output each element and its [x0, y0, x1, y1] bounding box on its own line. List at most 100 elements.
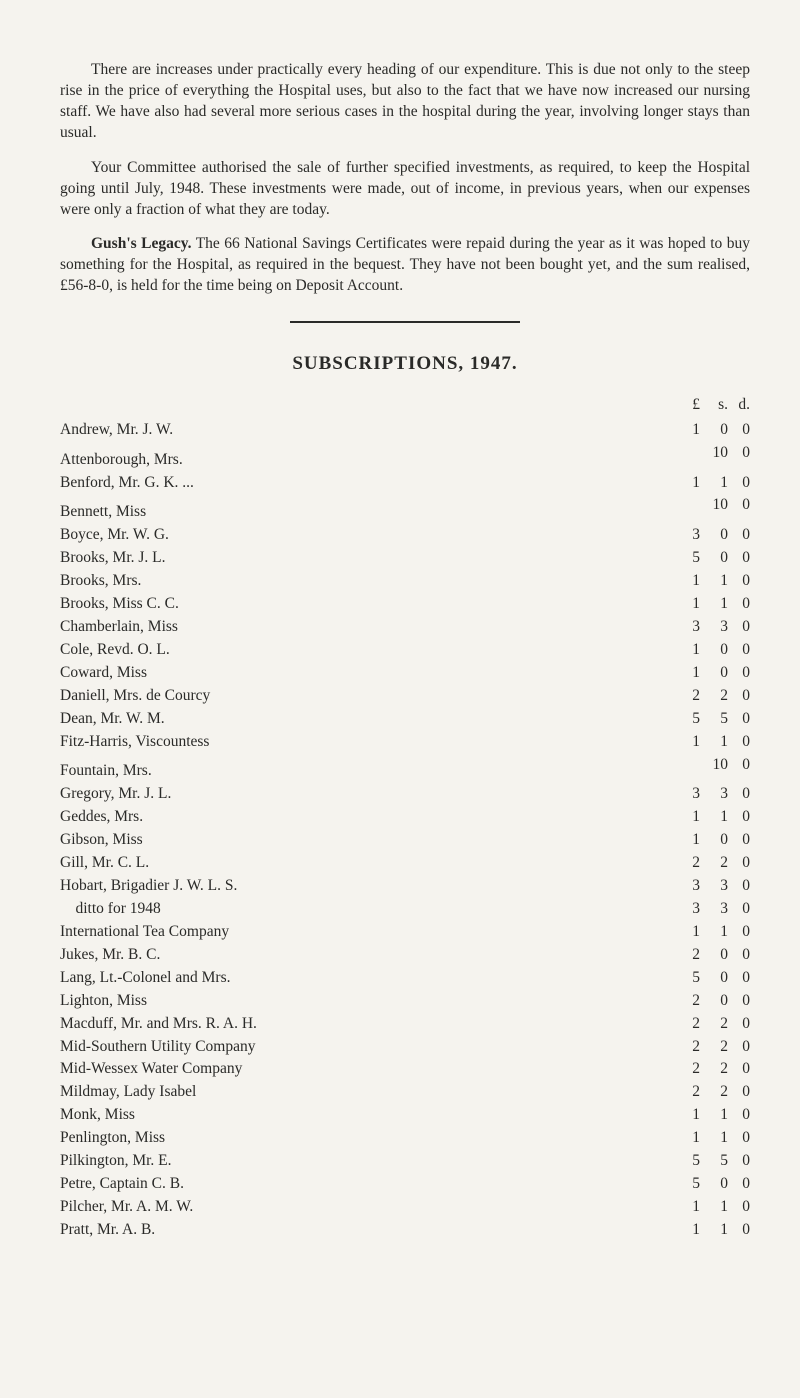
subscription-row: Jukes, Mr. B. C.200	[60, 945, 750, 966]
subscriber-name: Geddes, Mrs.	[60, 807, 143, 828]
subscriber-name: Dean, Mr. W. M.	[60, 709, 165, 730]
subscription-row: ditto for 1948330	[60, 899, 750, 920]
subscriber-name: Brooks, Miss C. C.	[60, 594, 179, 615]
amount-pence: 0	[728, 1128, 750, 1149]
amount-pence: 0	[728, 571, 750, 592]
amount: 110	[672, 473, 750, 494]
subscription-row: Attenborough, Mrs. 100	[60, 443, 750, 471]
amount-pounds: 1	[672, 1105, 700, 1126]
amount: 100	[672, 443, 750, 464]
amount-pence: 0	[728, 945, 750, 966]
amount: 110	[672, 1197, 750, 1218]
amount: 100	[672, 640, 750, 661]
amount-shillings: 1	[700, 571, 728, 592]
subscriber-name: Monk, Miss	[60, 1105, 135, 1126]
subscriber-name: Gregory, Mr. J. L.	[60, 784, 171, 805]
amount-shillings: 3	[700, 876, 728, 897]
subscriber-name: Lang, Lt.-Colonel and Mrs.	[60, 968, 230, 989]
amount: 220	[672, 1082, 750, 1103]
amount-shillings: 2	[700, 1059, 728, 1080]
amount-pounds: 5	[672, 548, 700, 569]
subscription-row: Daniell, Mrs. de Courcy220	[60, 686, 750, 707]
amount-shillings: 1	[700, 1105, 728, 1126]
subscription-row: Lighton, Miss200	[60, 991, 750, 1012]
amount: 500	[672, 548, 750, 569]
amount-shillings: 2	[700, 1082, 728, 1103]
amount-pounds: 1	[672, 830, 700, 851]
amount-pounds: 5	[672, 1174, 700, 1195]
amount-pounds: 1	[672, 807, 700, 828]
subscriber-name: Pilkington, Mr. E.	[60, 1151, 172, 1172]
amount-pence: 0	[728, 1220, 750, 1241]
amount-pounds: 2	[672, 853, 700, 874]
header-pence: d.	[728, 395, 750, 416]
subscriber-name: Andrew, Mr. J. W.	[60, 420, 173, 441]
amount-pence: 0	[728, 1105, 750, 1126]
amount-pounds: 1	[672, 1220, 700, 1241]
amount-pounds	[672, 755, 700, 776]
amount-pence: 0	[728, 807, 750, 828]
amount-pence: 0	[728, 548, 750, 569]
amount-shillings: 1	[700, 922, 728, 943]
amount-pence: 0	[728, 709, 750, 730]
amount-pence: 0	[728, 594, 750, 615]
amount-shillings: 1	[700, 1220, 728, 1241]
amount-shillings: 0	[700, 830, 728, 851]
subscriber-name: Fitz-Harris, Viscountess	[60, 732, 209, 753]
subscription-row: Penlington, Miss110	[60, 1128, 750, 1149]
amount-shillings: 3	[700, 899, 728, 920]
amount-pounds: 2	[672, 945, 700, 966]
subscription-row: Mid-Wessex Water Company220	[60, 1059, 750, 1080]
amount-pence: 0	[728, 663, 750, 684]
subscriber-name: Cole, Revd. O. L.	[60, 640, 170, 661]
amount: 110	[672, 732, 750, 753]
amount-pounds: 2	[672, 686, 700, 707]
amount-pounds: 3	[672, 784, 700, 805]
amount-pounds: 2	[672, 991, 700, 1012]
subscriber-name: Brooks, Mr. J. L.	[60, 548, 166, 569]
subscriber-name: Gibson, Miss	[60, 830, 143, 851]
subscriber-name: Bennett, Miss	[60, 502, 146, 523]
amount-pounds: 1	[672, 594, 700, 615]
amount-pounds: 5	[672, 968, 700, 989]
amount-pence: 0	[728, 1082, 750, 1103]
amount-pounds: 1	[672, 420, 700, 441]
amount: 110	[672, 807, 750, 828]
subscription-row: Hobart, Brigadier J. W. L. S.330	[60, 876, 750, 897]
amount-pence: 0	[728, 1037, 750, 1058]
amount: 220	[672, 1037, 750, 1058]
amount-shillings: 0	[700, 640, 728, 661]
amount-pence: 0	[728, 420, 750, 441]
subscription-row: Cole, Revd. O. L. 100	[60, 640, 750, 661]
subscription-row: Mid-Southern Utility Company220	[60, 1037, 750, 1058]
amount-shillings: 10	[700, 755, 728, 776]
amount: 100	[672, 495, 750, 516]
subscriber-name: Attenborough, Mrs.	[60, 450, 183, 471]
amount-shillings: 1	[700, 732, 728, 753]
amount-shillings: 10	[700, 495, 728, 516]
subscription-row: Fitz-Harris, Viscountess 110	[60, 732, 750, 753]
amount-shillings: 0	[700, 968, 728, 989]
amount-shillings: 0	[700, 525, 728, 546]
amount-shillings: 1	[700, 473, 728, 494]
amount: 330	[672, 899, 750, 920]
amount: 110	[672, 594, 750, 615]
amount-shillings: 2	[700, 1014, 728, 1035]
subscription-row: Pilcher, Mr. A. M. W.110	[60, 1197, 750, 1218]
amount-pounds: 2	[672, 1059, 700, 1080]
amount-pence: 0	[728, 784, 750, 805]
subscriptions-list: Andrew, Mr. J. W.100Attenborough, Mrs.10…	[60, 420, 750, 1241]
subscription-row: Bennett, Miss 100	[60, 495, 750, 523]
subscriber-name: Lighton, Miss	[60, 991, 147, 1012]
amount-pounds: 1	[672, 663, 700, 684]
amount: 500	[672, 968, 750, 989]
amount: 110	[672, 1220, 750, 1241]
amount-shillings: 2	[700, 686, 728, 707]
amount: 300	[672, 525, 750, 546]
amount-pounds: 1	[672, 922, 700, 943]
amount-pounds: 1	[672, 473, 700, 494]
amount: 500	[672, 1174, 750, 1195]
amount: 100	[672, 663, 750, 684]
subscription-row: Dean, Mr. W. M.550	[60, 709, 750, 730]
amount-pence: 0	[728, 640, 750, 661]
